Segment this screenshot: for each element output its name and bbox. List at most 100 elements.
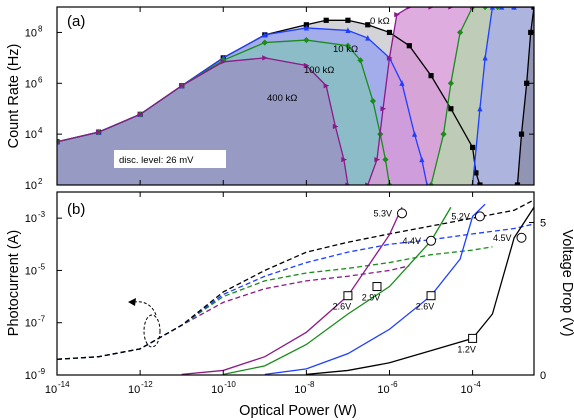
panel-b-y2-axis-title: Voltage Drop (V) [559,229,574,336]
panel-b-axes: 5.3V4.4V5.2V4.5V2.6V2.9V2.6V1.2V10-910-7… [25,192,546,396]
voltage-marker-circle-3 [516,232,527,243]
area-marker-series-6-point-1 [477,105,483,112]
panel-b-ytick-label-3: 10 [25,213,37,225]
series-label-100k: 100 kΩ [304,65,334,76]
voltage-line-2 [264,203,486,375]
panel-b-y2tick-label-0: 0 [540,370,546,382]
area-marker-series-0-point-14 [470,144,476,151]
disc-level-text: disc. level: 26 mV [119,155,194,166]
panel-b-xtick-exp-0: -14 [58,380,70,389]
panel-a-ytick-exp-2: 6 [38,75,43,84]
area-marker-series-3-point-3 [179,83,185,89]
voltage-marker-square-5 [372,282,382,292]
area-marker-series-6-point-3 [489,7,496,10]
panel-b-y2tick-label-1: 5 [540,218,546,230]
area-marker-series-4-point-3 [386,55,393,61]
panel-a-ytick-label-0: 10 [25,180,37,192]
series-label-10k: 10 kΩ [333,44,358,55]
area-marker-series-0-point-6 [303,22,309,28]
area-marker-series-3-point-5 [262,55,268,61]
panel-a-areas [57,7,534,185]
series-label-400k: 400 kΩ [267,93,297,104]
area-marker-series-7-point-4 [531,7,534,10]
panel-b-xtick-label-0: 10 [45,384,57,396]
area-marker-series-1-point-12 [419,156,425,163]
dashed-arrow-line [133,301,157,316]
area-marker-series-0-point-16 [477,182,483,185]
panel-b-ytick-label-2: 10 [25,265,37,277]
area-marker-series-0-point-7 [323,17,329,23]
panel-b-xtick-exp-4: -6 [390,380,398,389]
voltage-line-0 [181,206,403,375]
voltage-marker-square-4 [343,291,353,301]
panel-b-ytick-exp-1: -7 [38,315,46,324]
area-marker-series-2-point-6 [303,36,310,44]
photocurrent-line-3 [57,199,534,360]
panel-a-label: (a) [67,13,85,30]
area-marker-series-3-point-1 [95,129,102,135]
area-marker-series-1-point-7 [345,27,351,34]
area-marker-series-3-point-2 [137,111,144,117]
area-marker-series-1-point-11 [411,131,418,137]
panel-b-xtick-label-1: 10 [128,384,140,396]
dashed-group-indicator [128,298,161,348]
voltage-marker-square-7 [468,333,478,343]
area-marker-series-7-point-2 [524,80,530,86]
panel-b-label: (b) [67,201,85,218]
voltage-point-label-2: 5.2V [451,211,470,221]
panel-b-ytick-exp-2: -5 [38,262,46,271]
panel-b-xtick-exp-5: -4 [474,380,482,389]
area-marker-series-2-point-11 [382,156,389,163]
area-marker-series-3-point-8 [332,123,339,130]
area-marker-series-6-point-2 [482,54,488,61]
area-marker-series-4-point-2 [380,106,387,112]
panel-b-xtick-exp-3: -8 [307,380,315,389]
left-arrow-icon [128,298,136,306]
voltage-line-1 [223,206,452,375]
disc-level-box: disc. level: 26 mV [114,150,226,168]
area-marker-series-2-point-9 [369,97,377,105]
voltage-marker-circle-1 [426,235,437,246]
voltage-point-label-6: 2.6V [416,302,435,312]
voltage-point-label-0: 5.3V [373,208,392,218]
panel-a-y-axis-title: Count Rate (Hz) [6,44,22,149]
area-marker-series-2-point-7 [344,42,352,49]
area-line-series-5 [430,7,534,185]
area-marker-series-4-point-5 [406,7,413,10]
panel-b-xtick-exp-1: -12 [141,380,153,389]
panel-b-ytick-label-0: 10 [25,370,37,382]
x-axis-title: Optical Power (W) [239,403,357,419]
dashed-ellipse [143,314,161,348]
area-fill-series-6 [472,7,534,185]
area-marker-series-6-point-4 [499,7,505,10]
voltage-point-label-5: 2.9V [362,293,381,303]
panel-b-xtick-label-3: 10 [294,384,306,396]
area-marker-series-4-point-7 [448,7,454,10]
voltage-point-label-3: 4.5V [493,233,512,243]
area-marker-series-5-point-6 [494,7,501,11]
voltage-marker-circle-2 [474,211,485,222]
area-marker-series-4-point-4 [394,12,400,18]
panel-b-xtick-label-5: 10 [460,384,472,396]
area-marker-series-1-point-13 [425,181,429,185]
area-marker-series-3-point-6 [303,62,310,69]
panel-b: 5.3V4.4V5.2V4.5V2.6V2.9V2.6V1.2V10-910-7… [6,191,574,419]
panel-b-xtick-label-2: 10 [211,384,223,396]
disc-level-box-bg [114,150,226,168]
area-marker-series-4-point-0 [365,182,371,185]
area-marker-series-2-point-8 [357,57,364,64]
area-marker-series-0-point-9 [365,22,371,28]
panel-a-ytick-exp-3: 8 [38,24,43,33]
area-marker-series-0-point-15 [473,170,479,176]
panel-a-ytick-label-1: 10 [25,129,37,141]
photocurrent-line-0 [57,265,410,360]
area-marker-series-5-point-1 [440,131,447,138]
area-marker-series-1-point-6 [303,24,309,31]
area-line-series-4 [367,7,534,185]
area-marker-series-1-point-8 [365,34,371,41]
area-marker-series-1-point-5 [262,31,268,38]
area-marker-series-5-point-2 [447,80,454,87]
area-marker-series-3-point-0 [57,140,61,144]
